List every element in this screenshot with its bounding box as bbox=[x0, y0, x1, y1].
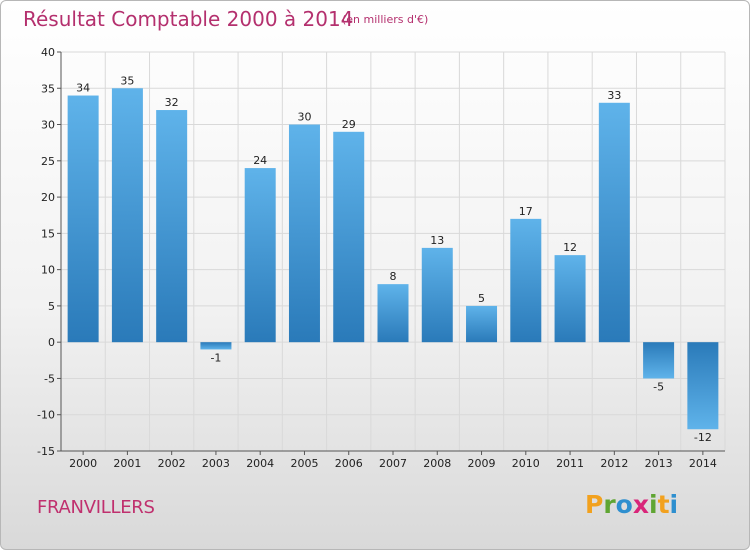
bar bbox=[67, 95, 99, 343]
y-tick-label: 30 bbox=[41, 119, 55, 132]
y-tick-label: 35 bbox=[41, 82, 55, 95]
data-label: 12 bbox=[563, 241, 577, 254]
data-label: 17 bbox=[519, 205, 533, 218]
bar bbox=[643, 342, 675, 379]
data-label: 24 bbox=[253, 154, 267, 167]
y-tick-label: 40 bbox=[41, 46, 55, 59]
y-tick-label: 0 bbox=[48, 336, 55, 349]
data-label: -1 bbox=[210, 351, 221, 364]
logo-letter: r bbox=[603, 490, 616, 519]
x-tick-label: 2000 bbox=[69, 457, 97, 470]
bar bbox=[333, 131, 365, 343]
x-tick-label: 2004 bbox=[246, 457, 274, 470]
x-tick-label: 2007 bbox=[379, 457, 407, 470]
logo-letter: o bbox=[615, 490, 633, 519]
x-tick-label: 2013 bbox=[645, 457, 673, 470]
x-tick-label: 2001 bbox=[113, 457, 141, 470]
x-tick-label: 2014 bbox=[689, 457, 717, 470]
data-label: 8 bbox=[390, 270, 397, 283]
labels: -15-10-505101520253035402000342001352002… bbox=[37, 46, 717, 470]
data-label: 35 bbox=[120, 74, 134, 87]
y-tick-label: 25 bbox=[41, 155, 55, 168]
commune-name: FRANVILLERS bbox=[37, 497, 155, 518]
bar bbox=[244, 168, 276, 343]
logo-letter: i bbox=[669, 490, 679, 519]
data-label: -5 bbox=[653, 380, 664, 393]
bar bbox=[288, 124, 320, 343]
data-label: 29 bbox=[342, 118, 356, 131]
bar bbox=[554, 255, 586, 343]
y-tick-label: 5 bbox=[48, 300, 55, 313]
bar bbox=[111, 88, 143, 343]
x-tick-label: 2002 bbox=[158, 457, 186, 470]
logo-letter: t bbox=[657, 490, 670, 519]
bar bbox=[466, 305, 498, 343]
x-tick-label: 2012 bbox=[600, 457, 628, 470]
x-tick-label: 2005 bbox=[290, 457, 318, 470]
bar bbox=[510, 218, 542, 343]
y-tick-label: 20 bbox=[41, 191, 55, 204]
bar bbox=[598, 102, 630, 343]
logo-letter: i bbox=[649, 490, 658, 519]
bar bbox=[156, 110, 188, 343]
logo-letter: x bbox=[632, 490, 649, 519]
bar bbox=[421, 247, 453, 343]
bar bbox=[377, 284, 409, 343]
x-tick-label: 2003 bbox=[202, 457, 230, 470]
data-label: 30 bbox=[297, 111, 311, 124]
bar bbox=[687, 342, 719, 430]
proxiti-logo[interactable]: Proxiti bbox=[585, 490, 678, 519]
y-tick-label: 10 bbox=[41, 264, 55, 277]
chart-title: Résultat Comptable 2000 à 2014 bbox=[23, 7, 354, 31]
logo-letter: P bbox=[585, 490, 604, 519]
x-tick-label: 2006 bbox=[335, 457, 363, 470]
y-tick-label: -10 bbox=[37, 409, 55, 422]
y-tick-label: 15 bbox=[41, 227, 55, 240]
x-tick-label: 2011 bbox=[556, 457, 584, 470]
x-tick-label: 2009 bbox=[468, 457, 496, 470]
bars bbox=[67, 88, 719, 430]
chart-subtitle: (en milliers d'€) bbox=[342, 13, 429, 26]
bar bbox=[200, 342, 232, 350]
data-label: 13 bbox=[430, 234, 444, 247]
data-label: -12 bbox=[694, 431, 712, 444]
data-label: 32 bbox=[165, 96, 179, 109]
y-tick-label: -15 bbox=[37, 445, 55, 458]
axes bbox=[57, 51, 725, 455]
x-tick-label: 2008 bbox=[423, 457, 451, 470]
y-tick-label: -5 bbox=[44, 372, 55, 385]
data-label: 34 bbox=[76, 82, 90, 95]
x-tick-label: 2010 bbox=[512, 457, 540, 470]
data-label: 5 bbox=[478, 292, 485, 305]
data-label: 33 bbox=[607, 89, 621, 102]
